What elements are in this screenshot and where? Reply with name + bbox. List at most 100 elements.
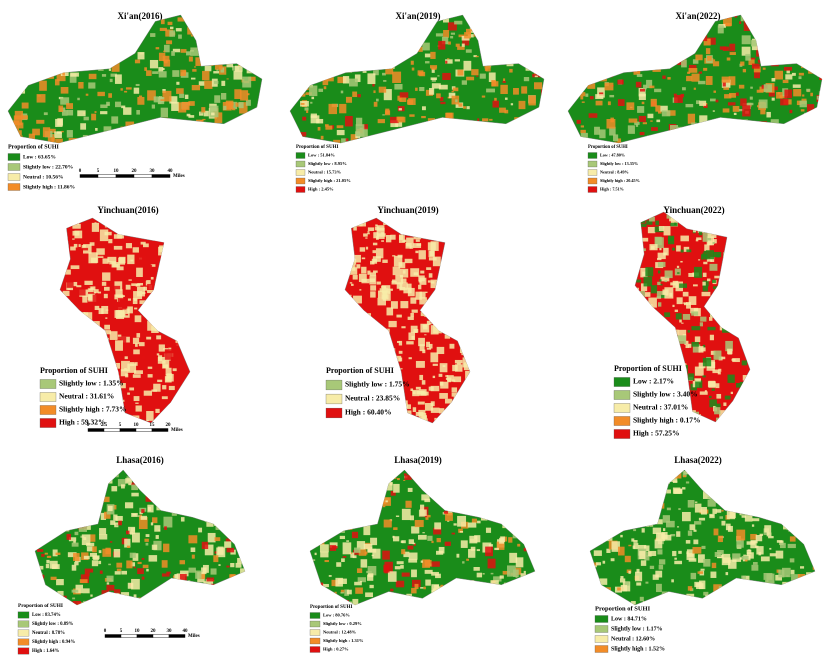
patch — [364, 416, 373, 422]
patch — [155, 535, 159, 539]
patch — [91, 599, 101, 605]
patch — [591, 569, 597, 575]
patch — [59, 48, 69, 60]
patch — [731, 358, 736, 361]
patch — [413, 272, 418, 276]
patch — [425, 61, 430, 64]
patch — [118, 520, 122, 526]
patch — [112, 362, 120, 369]
patch — [501, 592, 506, 596]
patch — [712, 279, 716, 283]
patch — [434, 584, 439, 591]
patch — [169, 317, 173, 320]
patch — [359, 581, 363, 583]
patch — [180, 248, 186, 255]
patch — [787, 543, 796, 549]
patch — [152, 599, 156, 602]
patch — [341, 138, 347, 143]
patch — [146, 220, 153, 226]
patch — [594, 538, 603, 545]
patch — [221, 53, 225, 56]
patch — [694, 501, 698, 503]
patch — [628, 470, 632, 473]
patch — [149, 477, 157, 483]
patch — [158, 355, 163, 361]
patch — [695, 380, 703, 388]
patch — [595, 94, 604, 100]
patch — [633, 529, 637, 532]
patch — [466, 558, 470, 561]
patch — [322, 78, 329, 86]
patch — [79, 328, 84, 332]
patch — [292, 58, 299, 63]
patch — [741, 46, 751, 56]
patch — [212, 597, 219, 602]
patch — [361, 257, 366, 260]
patch — [397, 478, 400, 481]
patch — [361, 61, 369, 71]
patch — [419, 418, 428, 423]
patch — [648, 325, 653, 328]
patch — [721, 509, 724, 512]
legend-label: Slightly low : 22.70% — [23, 164, 73, 170]
patch — [432, 375, 436, 379]
scale-label: 10 — [134, 423, 140, 428]
patch — [137, 52, 145, 60]
patch — [412, 542, 416, 545]
legend-label: Slightly low : 13.35% — [600, 161, 638, 166]
patch — [513, 516, 519, 520]
patch — [378, 23, 386, 33]
patch — [504, 97, 508, 100]
patch — [189, 505, 195, 508]
patch — [729, 52, 736, 55]
patch — [768, 602, 773, 605]
patch — [97, 91, 105, 97]
patch — [181, 101, 190, 111]
patch — [175, 310, 180, 314]
patch — [225, 23, 233, 27]
patch — [610, 117, 614, 123]
patch — [364, 602, 367, 605]
patch — [108, 93, 112, 98]
patch — [239, 488, 242, 491]
patch — [592, 508, 595, 510]
patch — [140, 241, 146, 245]
patch — [172, 246, 176, 250]
patch — [241, 536, 245, 546]
patch — [113, 26, 116, 28]
panel-title: Lhasa(2016) — [116, 455, 164, 465]
patch — [104, 474, 113, 484]
patch — [745, 53, 751, 61]
patch — [451, 138, 458, 143]
patch — [111, 486, 118, 492]
patch — [409, 114, 415, 117]
patch — [362, 510, 370, 521]
patch — [28, 133, 36, 142]
patch — [705, 76, 713, 85]
patch — [814, 556, 815, 560]
patch — [312, 559, 316, 561]
patch — [77, 110, 86, 117]
patch — [736, 133, 740, 135]
patch — [677, 335, 687, 344]
patch — [631, 62, 641, 73]
patch — [603, 490, 606, 494]
patch — [399, 357, 403, 362]
patch — [371, 329, 376, 333]
patch — [165, 223, 173, 234]
patch — [533, 595, 535, 602]
patch — [739, 513, 742, 516]
patch — [331, 579, 340, 587]
patch — [337, 522, 345, 528]
patch — [645, 302, 649, 307]
patch — [675, 215, 681, 220]
patch — [751, 564, 759, 571]
patch — [477, 118, 480, 122]
patch — [642, 326, 646, 329]
patch — [356, 568, 363, 573]
patch — [419, 297, 427, 305]
patch — [373, 90, 376, 94]
patch — [599, 521, 602, 525]
patch — [102, 330, 111, 335]
patch — [720, 321, 727, 327]
